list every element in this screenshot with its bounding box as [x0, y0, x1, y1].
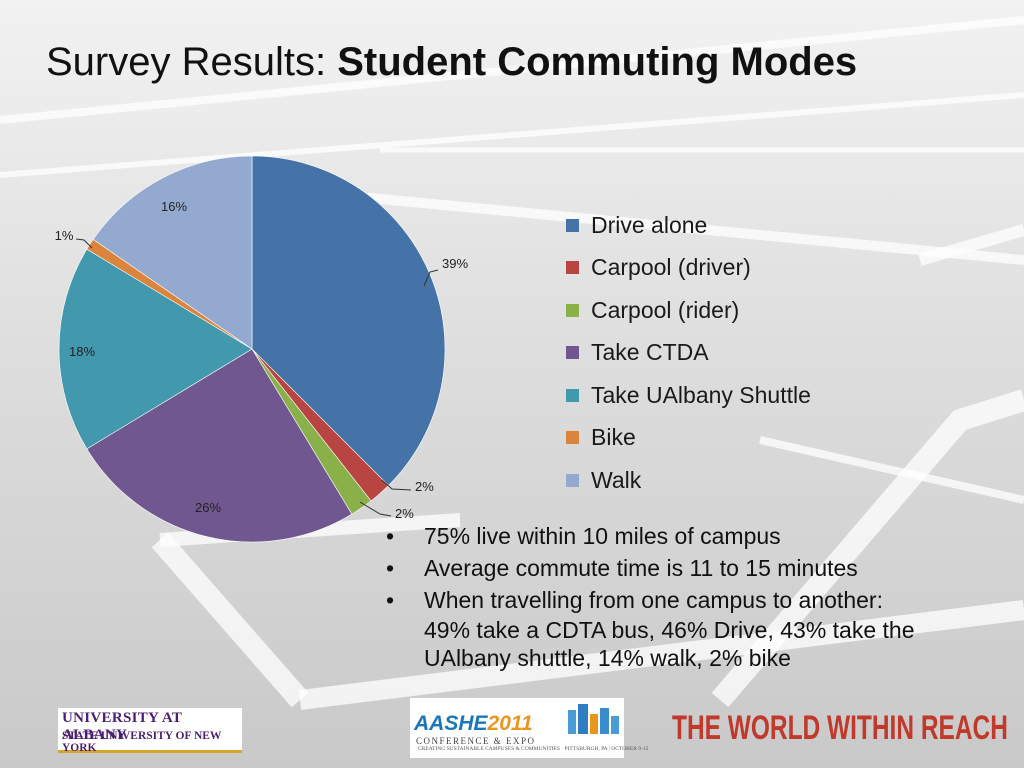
legend-label: Drive alone — [591, 211, 708, 238]
footer-logos: UNIVERSITY AT ALBANY STATE UNIVERSITY OF… — [0, 698, 1024, 760]
bullet-item: When travelling from one campus to anoth… — [384, 584, 1024, 616]
university-logo-line2: STATE UNIVERSITY OF NEW YORK — [62, 730, 222, 754]
bullet-item: 75% live within 10 miles of campus — [384, 520, 1024, 552]
city-skyline-icon — [568, 704, 619, 734]
findings-list: 75% live within 10 miles of campus Avera… — [384, 520, 1024, 672]
legend-item: Bike — [566, 417, 811, 460]
legend-label: Take CTDA — [591, 339, 709, 366]
leader-line — [359, 501, 392, 517]
pie-slice-walk — [92, 155, 253, 350]
legend-swatch — [566, 431, 579, 445]
pie-slice-drive-alone — [251, 155, 446, 486]
title-bold: Student Commuting Modes — [337, 40, 858, 84]
data-label: 1% — [55, 228, 74, 243]
aashe-2011-logo: AASHE2011 CONFERENCE & EXPO CREATING SUS… — [410, 698, 648, 758]
legend-item: Take CTDA — [566, 332, 811, 375]
pie-slice-take-ctda — [86, 348, 353, 543]
legend-swatch — [566, 218, 579, 232]
leader-line — [381, 479, 412, 491]
data-label: 2% — [395, 506, 414, 521]
university-logo-line1: UNIVERSITY AT ALBANY — [62, 710, 182, 743]
legend-label: Take UAlbany Shuttle — [591, 381, 811, 408]
legend-item: Carpool (driver) — [566, 247, 811, 290]
leader-line — [75, 238, 93, 249]
title-regular: Survey Results: — [46, 40, 338, 84]
university-at-albany-logo: UNIVERSITY AT ALBANY STATE UNIVERSITY OF… — [58, 708, 242, 754]
legend-swatch — [566, 346, 579, 360]
pie-slice-take-ualbany-shuttle — [58, 248, 253, 450]
legend-label: Bike — [591, 424, 636, 451]
legend-item: Carpool (rider) — [566, 289, 811, 332]
chart-legend: Drive alone Carpool (driver) Carpool (ri… — [566, 204, 811, 502]
data-label: 39% — [442, 256, 468, 271]
slide-title: Survey Results: Student Commuting Modes — [46, 40, 857, 85]
legend-label: Carpool (rider) — [591, 296, 740, 323]
aashe-logo-year: 2011 — [487, 712, 533, 735]
legend-label: Walk — [591, 466, 642, 493]
aashe-logo-main: AASHE2011 — [414, 712, 533, 736]
legend-swatch — [566, 473, 579, 487]
aashe-logo-name: AASHE — [414, 712, 488, 735]
world-logo-text: THE WORLD WITHIN REACH — [672, 709, 1008, 747]
data-label: 16% — [161, 199, 187, 214]
data-label: 18% — [69, 344, 95, 359]
data-label: 2% — [415, 479, 434, 494]
legend-swatch — [566, 303, 579, 317]
legend-swatch — [566, 261, 579, 275]
bullet-continuation-line: 49% take a CDTA bus, 46% Drive, 43% take… — [424, 617, 915, 643]
world-within-reach-logo: THE WORLD WITHIN REACH — [672, 707, 1008, 751]
bullet-continuation-line: UAlbany shuttle, 14% walk, 2% bike — [424, 645, 791, 671]
legend-label: Carpool (driver) — [591, 254, 751, 281]
aashe-logo-sub: CONFERENCE & EXPO — [416, 736, 536, 746]
leader-line — [423, 269, 439, 287]
pie-chart: 39% 2%2% 26% 18% 1% 16% — [55, 155, 468, 543]
legend-item: Walk — [566, 459, 811, 502]
bullet-item: Average commute time is 11 to 15 minutes — [384, 552, 1024, 584]
legend-swatch — [566, 388, 579, 402]
legend-item: Take UAlbany Shuttle — [566, 374, 811, 417]
data-label: 26% — [195, 500, 221, 515]
aashe-logo-tagline: CREATING SUSTAINABLE CAMPUSES & COMMUNIT… — [418, 746, 649, 752]
legend-item: Drive alone — [566, 204, 811, 247]
